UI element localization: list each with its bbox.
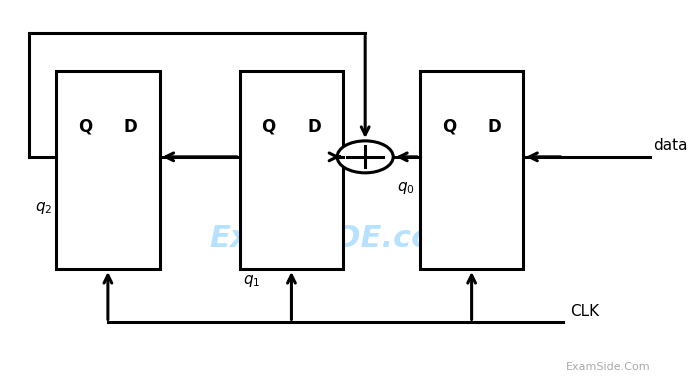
Text: $q_1$: $q_1$: [243, 273, 260, 289]
Text: D: D: [487, 118, 501, 135]
Circle shape: [337, 141, 393, 173]
Bar: [239, 71, 343, 269]
Text: ExamSide.Com: ExamSide.Com: [566, 362, 650, 372]
Text: Q: Q: [442, 118, 456, 135]
Text: data: data: [654, 138, 688, 153]
Text: Q: Q: [78, 118, 92, 135]
Bar: [56, 71, 160, 269]
Text: D: D: [124, 118, 137, 135]
Text: CLK: CLK: [570, 303, 599, 318]
Text: $q_0$: $q_0$: [396, 180, 414, 196]
Bar: [420, 71, 523, 269]
Text: D: D: [307, 118, 321, 135]
Text: ExamSIDE.com: ExamSIDE.com: [209, 224, 464, 253]
Text: Q: Q: [262, 118, 276, 135]
Text: $q_2$: $q_2$: [35, 200, 53, 216]
